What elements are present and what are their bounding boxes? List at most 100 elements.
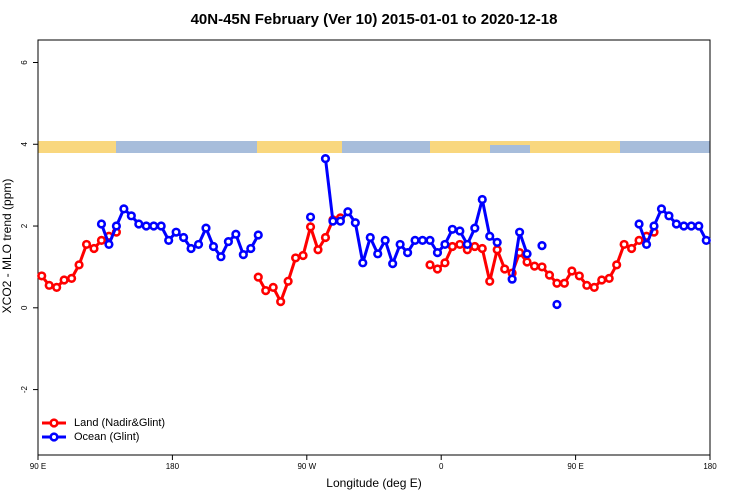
data-point: [156, 221, 166, 231]
data-point: [701, 235, 711, 245]
surface-band: [38, 141, 710, 153]
legend-marker: [49, 418, 59, 428]
data-point: [462, 239, 472, 250]
data-point: [44, 280, 54, 290]
data-point: [253, 272, 263, 282]
x-tick-label: 0: [439, 462, 444, 471]
data-point: [89, 243, 99, 254]
x-tick-label: 180: [166, 462, 180, 471]
data-point: [164, 235, 174, 245]
data-point: [477, 194, 487, 205]
data-point: [492, 237, 502, 247]
data-point: [626, 243, 637, 254]
data-point: [552, 299, 562, 310]
data-point: [373, 249, 383, 259]
data-point: [485, 276, 495, 286]
legend-marker: [49, 432, 59, 442]
plot-frame: [37, 39, 711, 456]
data-point: [492, 245, 502, 255]
x-tick-label: 90 E: [30, 462, 46, 471]
data-point: [440, 239, 450, 250]
band-ocean: [116, 141, 257, 153]
data-point: [559, 278, 570, 288]
data-point: [656, 204, 667, 214]
data-point: [231, 229, 241, 239]
data-point: [283, 276, 293, 286]
data-point: [679, 221, 689, 231]
data-point: [343, 207, 353, 217]
data-point: [141, 221, 151, 231]
data-point: [81, 239, 92, 250]
data-point: [246, 243, 256, 254]
data-point: [604, 273, 614, 283]
y-tick-label: 2: [20, 223, 29, 228]
data-point: [208, 241, 219, 252]
x-tick-label: 90 E: [567, 462, 583, 471]
data-point: [455, 226, 465, 236]
data-point: [305, 222, 316, 232]
data-point: [432, 264, 443, 274]
data-point: [470, 223, 480, 233]
data-point: [529, 261, 540, 271]
data-point: [74, 260, 84, 270]
data-point: [447, 224, 458, 234]
data-point: [223, 236, 233, 247]
y-tick-label: 4: [20, 141, 29, 146]
data-point: [507, 274, 517, 284]
x-tick-label: 180: [703, 462, 717, 471]
y-tick-label: 0: [20, 305, 29, 310]
data-point: [455, 239, 465, 250]
data-point: [425, 235, 435, 245]
data-point: [320, 232, 331, 243]
data-point: [514, 227, 525, 237]
data-point: [305, 212, 316, 222]
data-point: [537, 262, 547, 272]
data-point: [216, 252, 226, 262]
data-point: [313, 245, 323, 255]
data-point: [500, 264, 510, 274]
data-point: [388, 259, 398, 269]
data-point: [134, 219, 144, 229]
data-point: [268, 282, 278, 292]
data-point: [380, 235, 390, 245]
y-axis-label: XCO2 - MLO trend (ppm): [0, 179, 14, 314]
data-point: [261, 286, 271, 296]
data-point: [567, 266, 577, 276]
data-point: [395, 239, 405, 250]
data-point: [298, 250, 308, 261]
series-line: [40, 216, 655, 306]
legend-label: Ocean (Glint): [74, 431, 139, 443]
data-point: [186, 243, 196, 254]
data-point: [66, 273, 77, 283]
data-point: [470, 241, 480, 252]
data-point: [671, 219, 682, 229]
data-point: [335, 216, 346, 226]
data-point: [111, 221, 121, 231]
data-point: [485, 231, 495, 241]
data-point: [589, 282, 599, 292]
data-point: [358, 258, 368, 268]
data-point: [649, 221, 659, 231]
data-point: [574, 271, 584, 281]
data-point: [59, 275, 69, 285]
band-ocean: [620, 141, 710, 153]
data-point: [119, 204, 129, 214]
data-point: [447, 241, 458, 252]
data-point: [238, 250, 248, 260]
chart-title: 40N-45N February (Ver 10) 2015-01-01 to …: [191, 11, 558, 28]
band-land: [257, 141, 342, 153]
data-point: [328, 216, 338, 226]
data-point: [403, 248, 413, 258]
data-point: [694, 221, 704, 231]
data-point: [201, 223, 211, 233]
data-point: [440, 258, 450, 268]
data-point: [96, 219, 107, 229]
data-point: [537, 241, 547, 251]
band-ocean: [342, 141, 430, 153]
x-tick-label: 90 W: [297, 462, 316, 471]
data-point: [320, 153, 331, 164]
data-point: [432, 248, 443, 258]
data-point: [477, 243, 487, 254]
data-point: [291, 253, 301, 263]
